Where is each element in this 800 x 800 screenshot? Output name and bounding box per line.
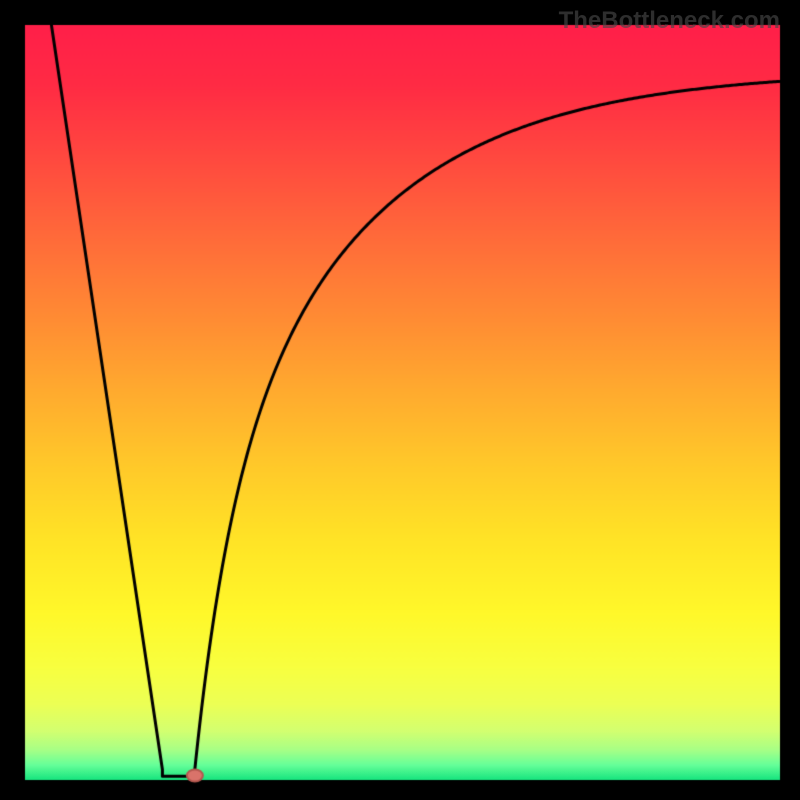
chart-canvas	[0, 0, 800, 800]
